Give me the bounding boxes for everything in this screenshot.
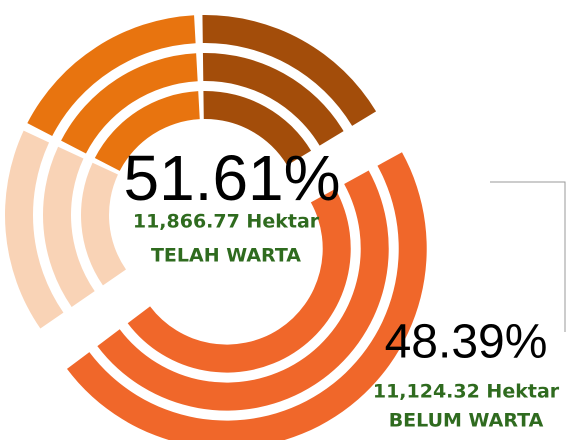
donut-segment xyxy=(203,91,312,166)
category-label: BELUM WARTA xyxy=(389,410,544,432)
area-label: 11,866.77 Hektar xyxy=(133,211,320,233)
donut-segment xyxy=(94,91,200,171)
category-label: TELAH WARTA xyxy=(151,245,301,267)
donut-segment xyxy=(202,53,344,146)
area-label: 11,124.32 Hektar xyxy=(373,381,560,403)
donut-segment xyxy=(4,130,64,329)
leader-line xyxy=(490,181,566,332)
donut-segment xyxy=(202,14,377,126)
donut-segment xyxy=(97,170,389,411)
donut xyxy=(4,14,427,440)
donut-segment xyxy=(66,152,427,440)
value-label: 48.39% xyxy=(385,316,548,369)
donut-segment xyxy=(27,15,196,137)
donut-segment xyxy=(42,146,95,307)
donut-segment xyxy=(80,162,126,286)
donut-segment xyxy=(61,53,198,154)
donut-segment xyxy=(127,188,351,373)
value-label: 51.61% xyxy=(123,142,340,214)
